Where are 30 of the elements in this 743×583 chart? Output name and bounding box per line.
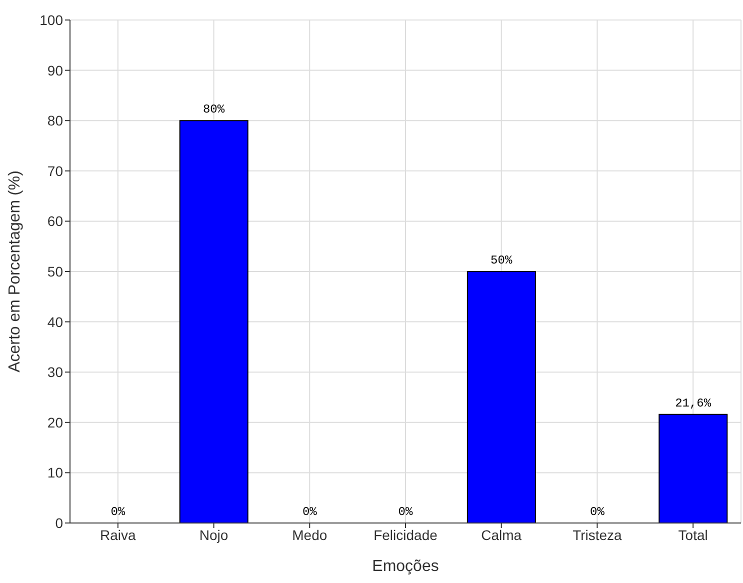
x-tick-label: Total [678,526,708,543]
y-tick-label: 70 [47,162,64,179]
x-tick-label: Raiva [100,526,136,543]
data-label: 80% [202,102,226,117]
y-tick-label: 0 [55,514,64,531]
data-label: 0% [110,505,126,519]
x-tick-label: Calma [481,526,522,543]
x-tick-label: Tristeza [572,526,622,543]
y-tick-label: 90 [47,62,64,78]
x-tick-label: Nojo [199,526,228,543]
bar [466,271,536,523]
y-tick-label: 50 [47,263,64,280]
bar [658,414,728,523]
bar [179,120,248,523]
y-tick-label: 30 [47,364,64,380]
data-label: 0% [590,505,606,519]
y-tick-label: 40 [47,314,64,330]
data-label: 50% [490,254,513,268]
y-tick-label: 20 [47,414,64,430]
y-tick-label: 100 [40,12,64,28]
x-tick-label: Medo [292,526,328,543]
x-axis-title: Emoções [372,558,439,575]
y-axis-title: Acerto em Porcentagem (%) [6,170,24,372]
data-label: 0% [398,505,414,519]
y-tick-label: 60 [47,213,64,230]
x-tick-label: Felicidade [374,526,438,543]
y-tick-label: 80 [47,112,64,129]
data-label: 21,6% [675,396,712,410]
data-label: 0% [302,505,318,519]
y-tick-label: 10 [47,464,64,481]
